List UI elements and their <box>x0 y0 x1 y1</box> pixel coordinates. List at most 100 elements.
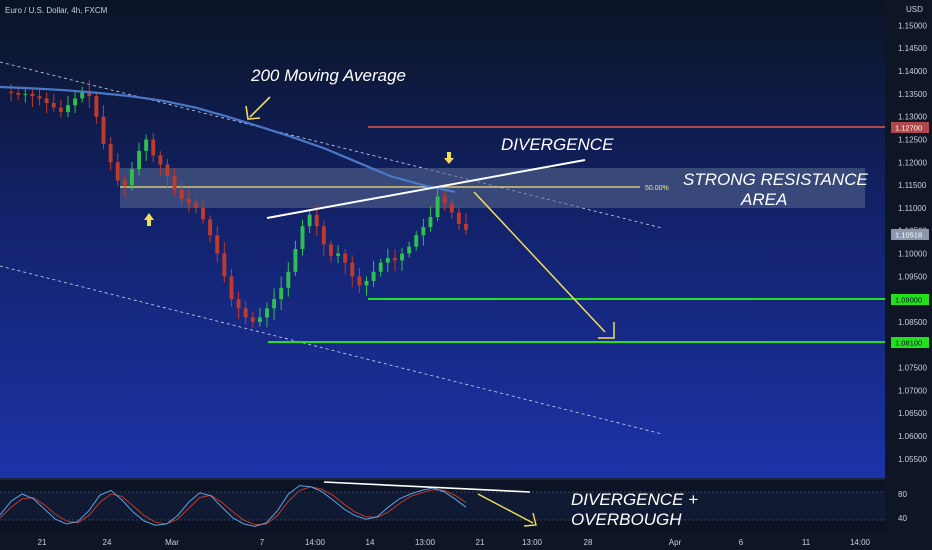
candle-body[interactable] <box>151 139 155 155</box>
fib-label: 50.00% <box>645 185 669 192</box>
price-tick-label: 1.15000 <box>898 21 927 30</box>
candle-body[interactable] <box>215 235 219 253</box>
time-tick-label: 13:00 <box>522 538 543 547</box>
candle-body[interactable] <box>414 235 418 246</box>
price-tick-label: 1.13000 <box>898 113 927 122</box>
time-tick-label: 28 <box>584 538 593 547</box>
candle-body[interactable] <box>251 317 255 322</box>
time-tick-label: Apr <box>669 538 682 547</box>
osc-label-line1: DIVERGENCE + <box>571 490 698 509</box>
main-pane-background <box>0 0 885 478</box>
candle-body[interactable] <box>329 244 333 255</box>
time-tick-label: 11 <box>802 538 811 547</box>
candle-body[interactable] <box>286 272 290 288</box>
time-tick-label: 13:00 <box>415 538 436 547</box>
candle-body[interactable] <box>94 96 98 117</box>
candle-body[interactable] <box>457 212 461 223</box>
candle-body[interactable] <box>464 224 468 230</box>
candle-body[interactable] <box>109 144 113 162</box>
svg-text:1.12700: 1.12700 <box>895 124 922 133</box>
candle-body[interactable] <box>308 215 312 226</box>
candle-body[interactable] <box>130 169 134 185</box>
candle-body[interactable] <box>379 263 383 272</box>
candle-body[interactable] <box>187 199 191 204</box>
divergence-label: DIVERGENCE <box>501 135 614 154</box>
price-tick-label: 1.07500 <box>898 364 927 373</box>
price-tick-label: 1.14500 <box>898 44 927 53</box>
candle-body[interactable] <box>144 139 148 150</box>
price-tick-label: 1.07000 <box>898 386 927 395</box>
candle-body[interactable] <box>400 254 404 261</box>
candle-body[interactable] <box>116 162 120 180</box>
candle-body[interactable] <box>9 92 13 93</box>
candle-body[interactable] <box>372 272 376 281</box>
candle-body[interactable] <box>386 258 390 263</box>
svg-text:1.08100: 1.08100 <box>895 339 922 348</box>
candle-body[interactable] <box>158 155 162 164</box>
osc-label-line2: OVERBOUGH <box>571 510 682 529</box>
candle-body[interactable] <box>166 165 170 176</box>
level-badge-support1: 1.09000 <box>891 294 929 305</box>
price-tick-label: 1.13500 <box>898 90 927 99</box>
candle-body[interactable] <box>229 276 233 299</box>
candle-body[interactable] <box>336 254 340 256</box>
price-tick-label: 1.06000 <box>898 432 927 441</box>
candle-body[interactable] <box>16 93 20 95</box>
candle-body[interactable] <box>421 227 425 235</box>
candle-body[interactable] <box>365 281 369 286</box>
candle-body[interactable] <box>293 249 297 272</box>
candle-body[interactable] <box>59 108 63 113</box>
candle-body[interactable] <box>66 105 70 112</box>
candle-body[interactable] <box>343 254 347 263</box>
candle-body[interactable] <box>450 203 454 212</box>
candle-body[interactable] <box>237 299 241 308</box>
time-tick-label: 21 <box>476 538 485 547</box>
svg-text:1.10518: 1.10518 <box>895 231 922 240</box>
time-tick-label: 6 <box>739 538 744 547</box>
candle-body[interactable] <box>23 94 27 95</box>
price-tick-label: 1.06500 <box>898 409 927 418</box>
candle-body[interactable] <box>208 219 212 235</box>
candle-body[interactable] <box>137 151 141 169</box>
candle-body[interactable] <box>265 308 269 317</box>
candle-body[interactable] <box>180 190 184 199</box>
candle-body[interactable] <box>279 288 283 299</box>
osc-tick-label: 80 <box>898 490 907 499</box>
candle-body[interactable] <box>272 299 276 308</box>
candle-body[interactable] <box>173 176 177 190</box>
candle-body[interactable] <box>443 197 447 204</box>
candle-body[interactable] <box>222 254 226 277</box>
candle-body[interactable] <box>357 276 361 285</box>
candle-body[interactable] <box>258 317 262 322</box>
candle-body[interactable] <box>52 103 56 108</box>
candle-body[interactable] <box>407 247 411 254</box>
moving-average-label: 200 Moving Average <box>250 66 406 85</box>
candle-body[interactable] <box>102 117 106 144</box>
candle-body[interactable] <box>322 226 326 244</box>
price-badge-current: 1.10518 <box>891 229 929 240</box>
time-axis-background <box>0 532 885 550</box>
currency-label: USD <box>906 5 923 14</box>
candle-body[interactable] <box>45 98 49 103</box>
symbol-title: Euro / U.S. Dollar, 4h, FXCM <box>5 6 108 15</box>
candle-body[interactable] <box>123 181 127 186</box>
candle-body[interactable] <box>393 258 397 260</box>
candle-body[interactable] <box>38 96 42 98</box>
candle-body[interactable] <box>429 217 433 227</box>
candle-body[interactable] <box>436 197 440 218</box>
price-tick-label: 1.10000 <box>898 250 927 259</box>
candle-body[interactable] <box>301 226 305 249</box>
price-tick-label: 1.08500 <box>898 318 927 327</box>
candle-body[interactable] <box>315 215 319 226</box>
candle-body[interactable] <box>350 263 354 277</box>
candle-body[interactable] <box>244 308 248 317</box>
candle-body[interactable] <box>194 203 198 208</box>
svg-text:1.09000: 1.09000 <box>895 296 922 305</box>
candle-body[interactable] <box>201 208 205 219</box>
price-tick-label: 1.11500 <box>898 181 927 190</box>
time-tick-label: Mar <box>165 538 179 547</box>
candle-body[interactable] <box>73 98 77 105</box>
candle-body[interactable] <box>30 94 34 96</box>
time-tick-label: 7 <box>260 538 265 547</box>
